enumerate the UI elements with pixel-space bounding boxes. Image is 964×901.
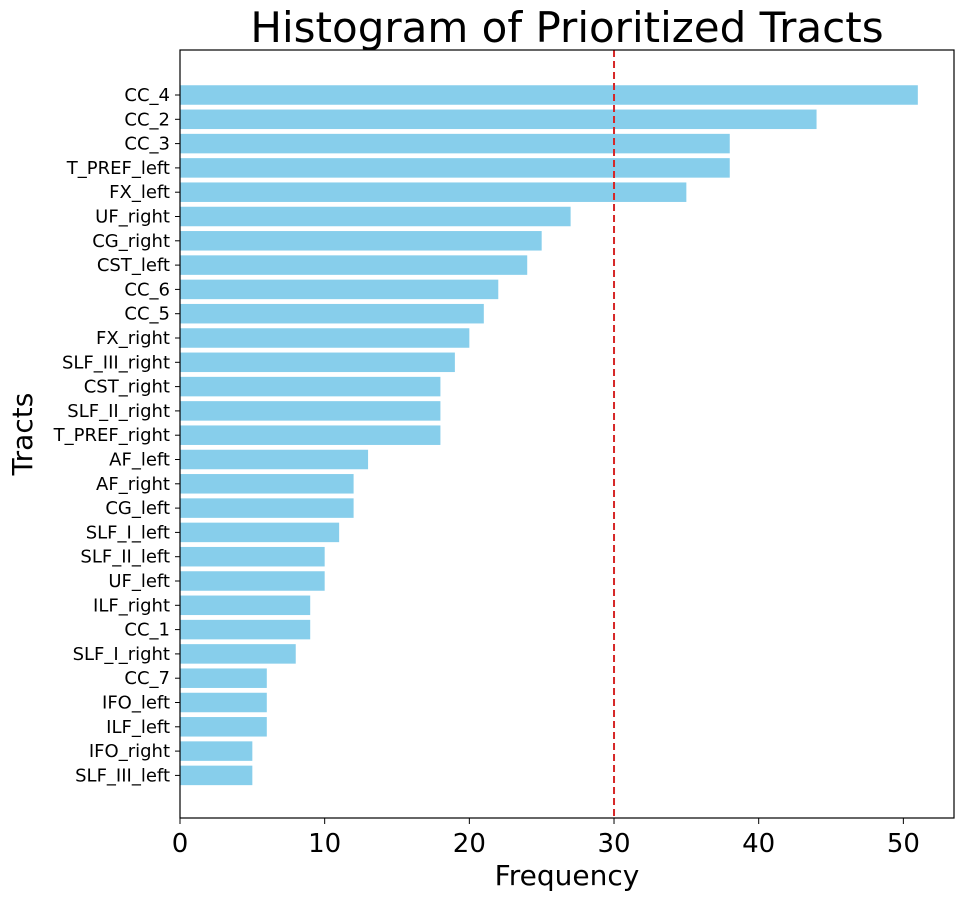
bar	[180, 595, 311, 616]
y-tick-label: IFO_left	[102, 693, 170, 714]
x-tick-label: 50	[887, 829, 920, 859]
x-tick-label: 30	[597, 829, 630, 859]
bar	[180, 158, 730, 178]
bar	[180, 741, 253, 761]
y-tick-label: SLF_III_left	[75, 765, 170, 786]
bar	[180, 474, 354, 494]
y-tick-label: CC_1	[124, 620, 170, 641]
y-tick-label: AF_right	[96, 474, 170, 495]
bar	[180, 85, 918, 105]
bar	[180, 231, 542, 251]
y-tick-label: T_PREF_right	[53, 425, 170, 446]
bar	[180, 182, 687, 202]
bar	[180, 352, 455, 373]
x-tick-label: 0	[172, 829, 189, 859]
bar	[180, 376, 441, 397]
y-tick-label: SLF_II_left	[80, 547, 170, 568]
bar	[180, 498, 354, 518]
y-tick-label: CC_2	[124, 109, 170, 130]
y-tick-label: SLF_III_right	[62, 352, 170, 373]
y-tick-label: SLF_II_right	[67, 401, 170, 422]
y-tick-label: CC_7	[124, 668, 170, 689]
bar	[180, 328, 470, 348]
bar	[180, 571, 325, 591]
bar	[180, 303, 484, 324]
bar	[180, 717, 267, 737]
bar	[180, 668, 267, 688]
y-tick-label: CST_right	[84, 377, 170, 398]
y-tick-label: ILF_right	[93, 595, 170, 616]
y-tick-label: UF_right	[95, 207, 170, 228]
y-tick-label: CG_left	[105, 498, 170, 519]
bar	[180, 765, 253, 786]
bar	[180, 279, 499, 300]
y-tick-label: AF_left	[109, 450, 170, 471]
x-axis-label: Frequency	[495, 859, 640, 892]
y-tick-label: CC_5	[124, 304, 170, 325]
y-axis-ticks: CC_4 CC_2 CC_3 T_PREF_left FX_left UF_right CG…	[53, 85, 180, 786]
y-tick-label: CC_6	[124, 279, 170, 300]
bar	[180, 109, 817, 130]
chart-title: Histogram of Prioritized Tracts	[250, 3, 883, 52]
bar	[180, 644, 296, 664]
bar	[180, 522, 340, 543]
bar-group	[180, 85, 918, 786]
y-tick-label: T_PREF_left	[66, 158, 170, 179]
y-tick-label: FX_left	[109, 182, 170, 203]
x-tick-label: 10	[308, 829, 341, 859]
y-tick-label: CST_left	[97, 255, 170, 276]
y-tick-label: UF_left	[108, 571, 170, 592]
y-tick-label: IFO_right	[89, 741, 170, 762]
bar	[180, 206, 571, 227]
bar	[180, 619, 311, 640]
y-tick-label: CG_right	[92, 231, 170, 252]
y-tick-label: CC_3	[124, 134, 170, 155]
bar	[180, 692, 267, 713]
y-tick-label: SLF_I_right	[73, 644, 170, 665]
bar	[180, 133, 730, 154]
bar	[180, 546, 325, 567]
bar	[180, 255, 528, 275]
y-tick-label: SLF_I_left	[86, 522, 170, 543]
x-tick-label: 40	[742, 829, 775, 859]
x-axis-ticks: 0 10 20 30 40 50	[172, 818, 920, 859]
bar	[180, 449, 369, 470]
bar	[180, 401, 441, 421]
y-axis-label: Tracts	[6, 393, 39, 477]
plot-frame	[179, 49, 955, 819]
y-tick-label: CC_4	[124, 85, 170, 106]
y-tick-label: ILF_left	[106, 717, 170, 738]
y-tick-label: FX_right	[96, 328, 170, 349]
x-tick-label: 20	[453, 829, 486, 859]
bar	[180, 425, 441, 445]
